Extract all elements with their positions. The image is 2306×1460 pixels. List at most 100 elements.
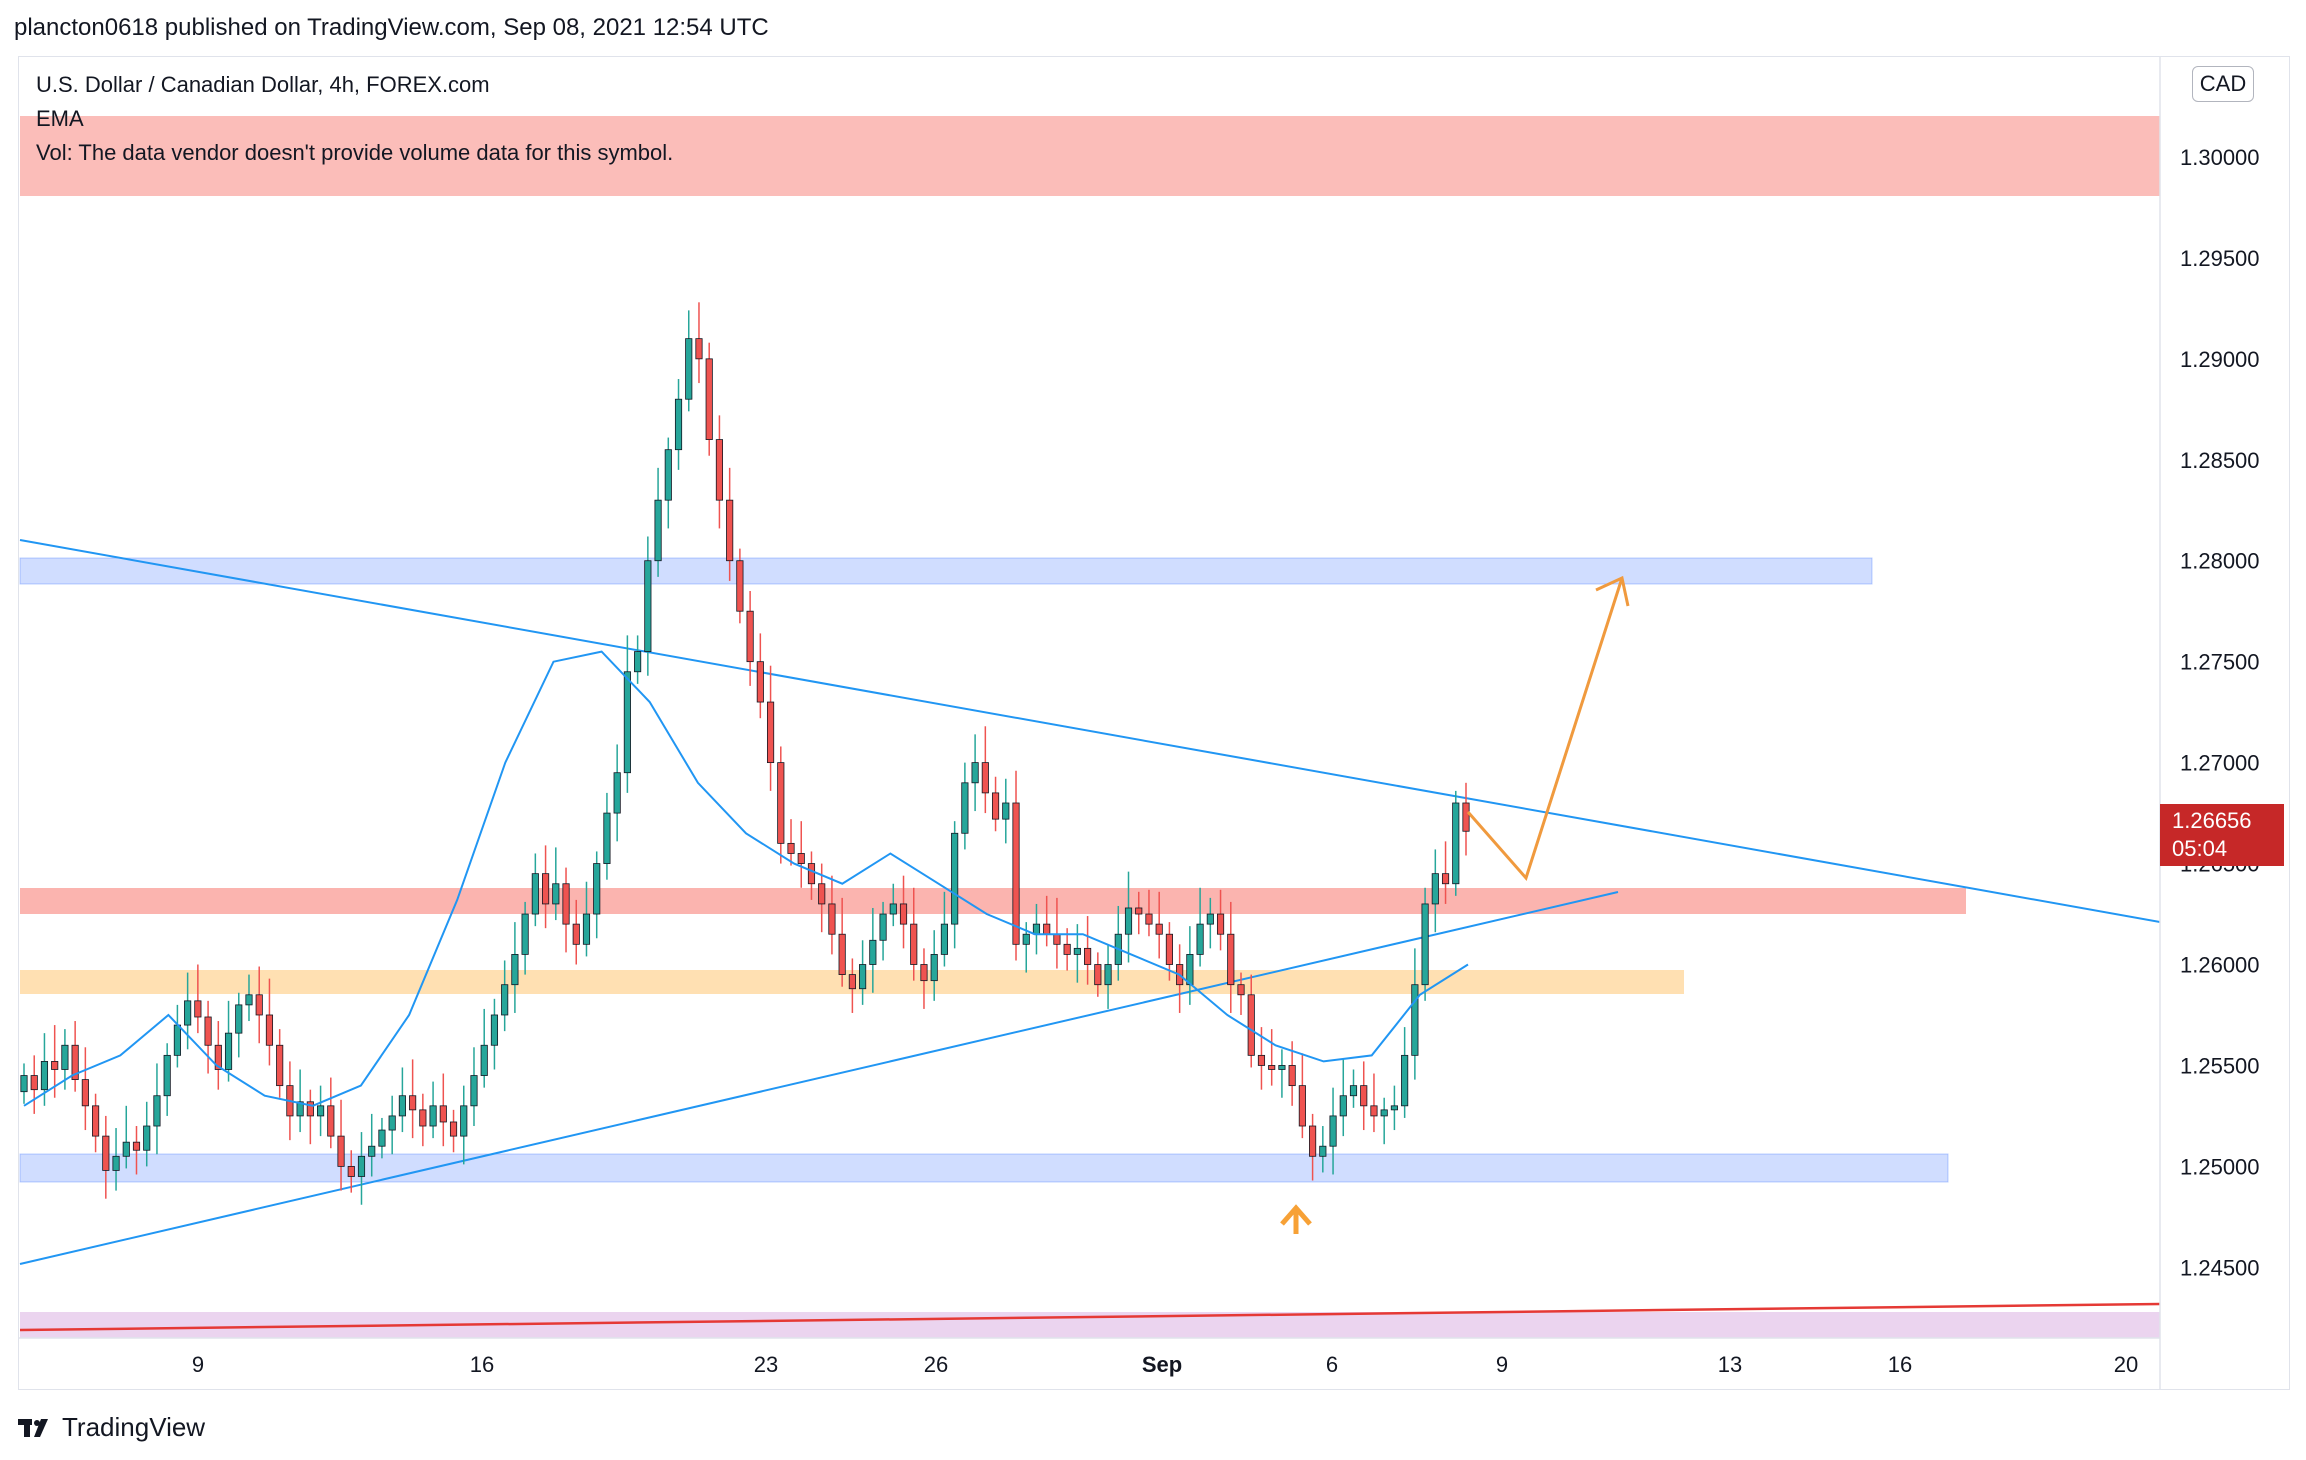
candle-body (490, 1014, 499, 1046)
candle (429, 1081, 437, 1139)
candle-body (859, 964, 867, 990)
legend-volume-notice: Vol: The data vendor doesn't provide vol… (36, 140, 674, 165)
candle (869, 907, 877, 993)
price-tick-label: 1.29000 (2180, 347, 2260, 372)
candle-body (1073, 947, 1081, 955)
candle (30, 1055, 38, 1114)
candle (132, 1126, 141, 1175)
candle (920, 948, 928, 1009)
candle-body (1390, 1105, 1398, 1111)
candle (787, 819, 795, 866)
candle-body (1401, 1054, 1409, 1107)
candle (1216, 889, 1225, 951)
candle-body (1329, 1115, 1337, 1147)
legend-ema: EMA (36, 106, 84, 131)
candle-body (1043, 923, 1051, 935)
candle-body (306, 1101, 314, 1117)
candle-body (357, 1155, 366, 1177)
candle-body (572, 923, 580, 945)
candle-body (1216, 913, 1225, 935)
candle-body (102, 1135, 110, 1171)
candle-body (951, 832, 959, 925)
candle-body (398, 1095, 406, 1117)
candle (746, 591, 754, 686)
candle (194, 964, 202, 1034)
candle-body (296, 1101, 304, 1117)
candle-body (378, 1129, 386, 1147)
price-tick-label: 1.24500 (2180, 1255, 2260, 1280)
candle-body (971, 762, 979, 784)
ascending-trendline[interactable] (19, 891, 1619, 1265)
tradingview-logo[interactable]: TradingView (18, 1412, 205, 1443)
candle-body (30, 1075, 38, 1091)
candle (766, 665, 775, 791)
candle (71, 1021, 79, 1092)
publisher-header: plancton0618 published on TradingView.co… (14, 14, 769, 41)
candle-body (1124, 907, 1133, 935)
candle (490, 998, 499, 1070)
candle-body (409, 1095, 417, 1111)
price-axis[interactable]: 1.30000 1.29500 1.29000 1.28500 1.28000 1.275… (2180, 145, 2260, 1280)
candle (828, 875, 836, 955)
time-tick-label: 16 (470, 1352, 494, 1377)
candle-body (634, 651, 642, 673)
up-arrow-icon (1280, 1204, 1312, 1234)
time-tick-label: Sep (1142, 1352, 1182, 1377)
candle-body (654, 499, 662, 562)
candle-body (818, 883, 826, 905)
candle (501, 960, 509, 1032)
candle (879, 901, 887, 961)
candle-body (153, 1095, 161, 1127)
candle-body (1421, 903, 1429, 986)
candle-body (1206, 913, 1214, 925)
currency-badge[interactable]: CAD (2192, 66, 2254, 102)
candle (1401, 1027, 1409, 1118)
candle (1329, 1087, 1337, 1175)
candle-body (1288, 1065, 1296, 1087)
candle-body (327, 1105, 335, 1137)
candle (439, 1073, 447, 1147)
candle-body (777, 762, 785, 844)
candle (1298, 1053, 1306, 1139)
price-tick-label: 1.25000 (2180, 1154, 2260, 1179)
candle (1360, 1061, 1368, 1131)
candle-body (695, 338, 703, 360)
footer-brand: TradingView (62, 1412, 206, 1442)
candle-body (132, 1141, 141, 1151)
candle-body (449, 1121, 458, 1137)
candle (674, 379, 683, 470)
candle-body (521, 913, 529, 955)
candle-body (664, 449, 672, 501)
candle (1411, 948, 1419, 1080)
candle-body (838, 933, 846, 975)
price-tick-label: 1.29500 (2180, 246, 2260, 271)
candle (552, 847, 560, 921)
time-tick-label: 23 (754, 1352, 778, 1377)
candle (1349, 1069, 1358, 1108)
time-tick-label: 6 (1326, 1352, 1338, 1377)
candle-body (807, 863, 816, 885)
candle (971, 734, 979, 812)
candle-body (470, 1075, 478, 1107)
candle-body (194, 1000, 202, 1018)
candle (807, 851, 816, 900)
candle (685, 310, 693, 412)
candle-body (71, 1044, 79, 1080)
candle-body (265, 1014, 274, 1046)
projection-path[interactable] (1466, 577, 1624, 881)
descending-trendline[interactable] (19, 539, 2161, 923)
blue-zone-lower (19, 1153, 1949, 1183)
red-resistance-zone (20, 116, 2160, 196)
candle (235, 992, 243, 1058)
candle (562, 867, 570, 953)
candle-body (173, 1024, 181, 1056)
candle (480, 1008, 488, 1088)
candle-body (1462, 802, 1470, 832)
candle-body (511, 954, 519, 986)
candle (1227, 901, 1235, 1013)
time-axis[interactable]: 9 16 23 26 Sep 6 9 13 16 20 (192, 1352, 2138, 1377)
candle-body (61, 1044, 69, 1070)
candle-body (603, 812, 611, 864)
candle (276, 1029, 284, 1098)
